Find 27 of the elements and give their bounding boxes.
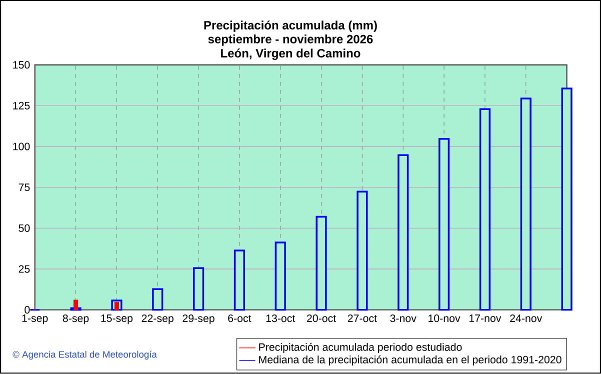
x-tick-label: 1-sep (22, 314, 48, 324)
y-tick-label: 25 (18, 265, 30, 273)
x-tick-label: 6-oct (228, 314, 252, 322)
legend-label: Mediana de la precipitación acumulada en el periodo 1991-2020 (259, 356, 562, 366)
y-tick-label: 125 (13, 102, 30, 110)
x-tick-label: 27-oct (348, 314, 377, 322)
chart-title: Precipitación acumulada (mm) (204, 20, 377, 32)
x-tick-label: 10-nov (428, 314, 460, 322)
y-tick-label: 0 (24, 306, 30, 314)
text: León, Virgen del Camino (221, 48, 360, 60)
y-tick-label: 75 (18, 184, 30, 192)
x-tick-label: 24-nov (510, 314, 542, 322)
x-tick-label: 20-oct (307, 314, 336, 322)
y-tick-label: 150 (13, 61, 30, 69)
bar (74, 300, 78, 310)
text: © Agencia Estatal de Meteorología (12, 350, 157, 360)
x-tick-label: 29-sep (182, 314, 214, 324)
chart-subtitle: septiembre - noviembre 2026 (208, 34, 373, 46)
y-tick-label: 50 (18, 224, 30, 232)
legend-label: Precipitación acumulada periodo estudiado (259, 343, 462, 354)
x-tick-label: 17-nov (469, 314, 502, 322)
x-tick-label: 22-sep (142, 314, 174, 324)
x-tick-label: 15-sep (101, 314, 133, 324)
x-tick-label: 13-oct (266, 314, 296, 322)
x-tick-label: 8-sep (62, 314, 89, 324)
x-tick-label: 3-nov (390, 314, 416, 322)
y-tick-label: 100 (13, 142, 30, 150)
